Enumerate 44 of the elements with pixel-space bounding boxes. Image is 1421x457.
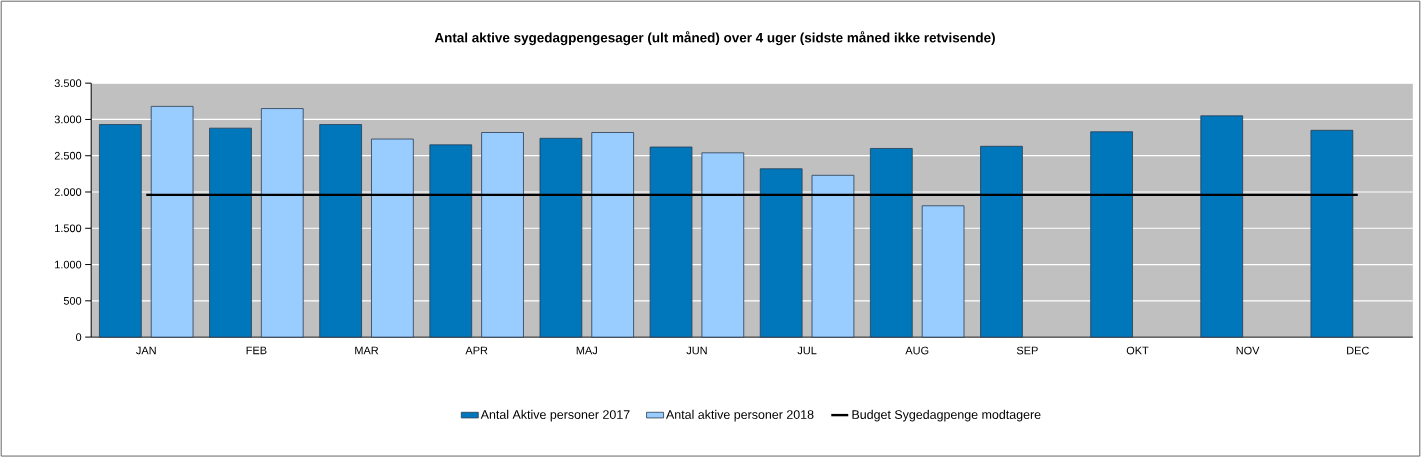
bar (481, 131, 524, 338)
bar (1090, 131, 1133, 338)
bar (591, 131, 634, 338)
bar (99, 124, 142, 338)
y-tick-label: 1.000 (55, 260, 82, 269)
legend-label: Antal aktive personer 2018 (665, 409, 814, 422)
bar (649, 146, 693, 338)
y-tick-label: 1.500 (55, 224, 82, 233)
x-tick-label: AUG (905, 346, 929, 355)
y-tick-label: 500 (63, 296, 82, 305)
x-tick-label: FEB (246, 346, 267, 355)
bar (811, 174, 855, 338)
bar (429, 144, 473, 338)
y-tick-label: 3.500 (54, 79, 82, 87)
y-tick-label: 3.000 (54, 115, 82, 124)
bar (1310, 129, 1354, 338)
x-tick-label: JUN (686, 346, 707, 355)
y-tick-label: 2.000 (54, 188, 82, 196)
bar (209, 127, 252, 338)
bar (371, 138, 414, 338)
legend-label: Budget Sygedagpenge modtagere (852, 409, 1041, 422)
x-tick-label: JUL (797, 346, 817, 355)
x-tick-label: SEP (1016, 346, 1038, 355)
y-tick-label: 2.500 (54, 151, 82, 160)
x-tick-label: NOV (1236, 346, 1260, 355)
bar (539, 137, 583, 338)
bar (980, 145, 1023, 338)
bar (319, 124, 362, 338)
bar (150, 105, 194, 338)
x-tick-label: DEC (1347, 346, 1369, 355)
bar (759, 168, 803, 338)
bar (1200, 115, 1244, 338)
legend-label: Antal Aktive personer 2017 (480, 409, 630, 422)
x-tick-label: OKT (1126, 346, 1149, 355)
x-tick-label: APR (465, 346, 488, 355)
bar (260, 108, 304, 338)
x-tick-label: MAR (355, 346, 379, 355)
x-tick-label: MAJ (576, 346, 597, 355)
bar (701, 152, 745, 338)
chart-title: Antal aktive sygedagpengesager (ult måned) over 4 uger (sidste måned ikke retvisende) (434, 31, 995, 45)
x-tick-label: JAN (136, 346, 156, 355)
bar (921, 205, 965, 338)
y-tick-label: 0 (75, 333, 82, 341)
bar (870, 147, 913, 338)
